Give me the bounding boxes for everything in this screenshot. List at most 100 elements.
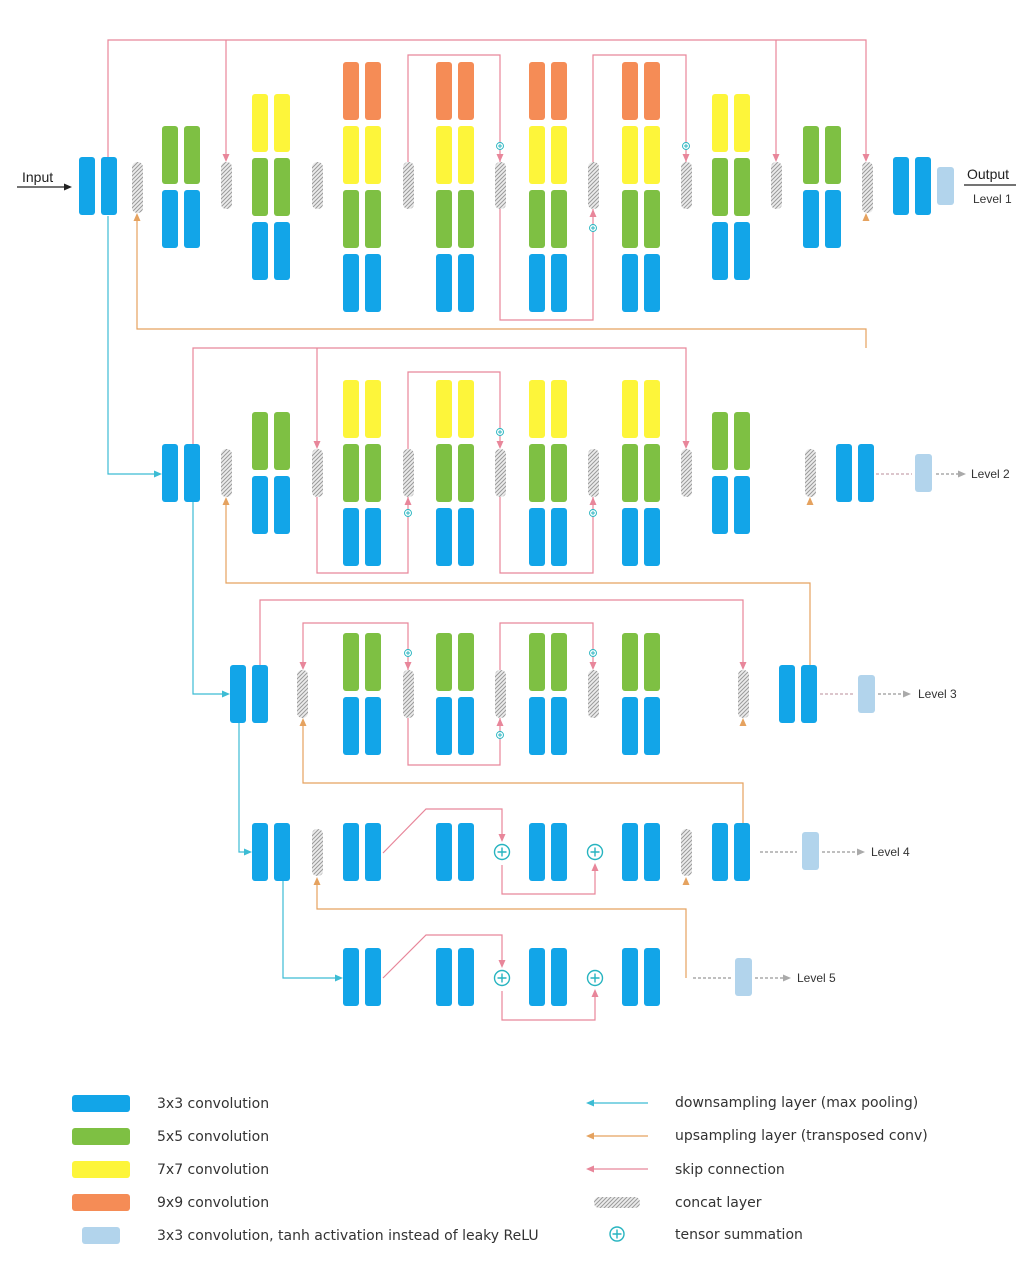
- conv7x7-pair: [252, 94, 290, 152]
- input-label: Input: [22, 169, 53, 185]
- conv-block: [436, 633, 452, 691]
- arrowhead-icon: [589, 209, 597, 217]
- conv-block: [712, 476, 728, 534]
- legend-swatch-conv5: [72, 1128, 130, 1145]
- conv5x5-pair: [622, 444, 660, 502]
- conv-block: [529, 126, 545, 184]
- conv-block: [252, 665, 268, 723]
- tensor-sum-icon: [496, 142, 504, 150]
- legend-label-tanh: 3x3 convolution, tanh activation instead…: [157, 1228, 539, 1244]
- conv-block: [458, 444, 474, 502]
- conv-block: [622, 948, 638, 1006]
- conv-block: [458, 62, 474, 120]
- conv-block: [779, 665, 795, 723]
- skip-connection-line: [407, 718, 501, 766]
- arrowhead-icon: [222, 690, 230, 698]
- arrowhead-icon: [862, 213, 870, 221]
- tanh-conv-block: [735, 958, 752, 996]
- output-label: Output: [967, 166, 1009, 182]
- tensor-sum-icon: [496, 428, 504, 436]
- conv5x5-pair: [622, 190, 660, 248]
- conv-block: [436, 254, 452, 312]
- upsampling-line: [302, 721, 744, 823]
- skip-connection-line: [259, 599, 744, 668]
- legend-arrow-up-icon: [586, 1132, 594, 1140]
- tensor-sum-icon: [404, 509, 412, 517]
- conv-block: [101, 157, 117, 215]
- conv5x5-pair: [252, 412, 290, 470]
- conv-block: [551, 508, 567, 566]
- conv3x3-pair: [712, 476, 750, 534]
- conv3x3-pair: [529, 948, 567, 1006]
- connection-lines: [17, 39, 1016, 1021]
- legend-item-sum: tensor summation: [609, 1226, 803, 1243]
- conv-block: [365, 254, 381, 312]
- legend-label-sum: tensor summation: [675, 1227, 803, 1243]
- concat-layer: [312, 449, 323, 497]
- conv-block: [458, 633, 474, 691]
- downsampling-line: [107, 216, 160, 475]
- conv5x5-pair: [162, 126, 200, 184]
- conv-block: [436, 444, 452, 502]
- conv-block: [622, 697, 638, 755]
- tensor-sum-icon: [404, 649, 412, 657]
- conv3x3-pair: [343, 508, 381, 566]
- conv-block: [836, 444, 852, 502]
- level-2-label: Level 2: [971, 467, 1010, 481]
- conv-block: [365, 190, 381, 248]
- conv-block: [644, 380, 660, 438]
- tensor-sum-icon: [589, 509, 597, 517]
- arrowhead-icon: [154, 470, 162, 478]
- conv5x5-pair: [803, 126, 841, 184]
- conv-block: [529, 823, 545, 881]
- conv-block: [274, 222, 290, 280]
- conv-block: [622, 633, 638, 691]
- conv-block: [274, 476, 290, 534]
- conv3x3-pair: [436, 823, 474, 881]
- conv3x3-pair: [436, 254, 474, 312]
- conv3x3-pair: [529, 508, 567, 566]
- conv3x3-pair: [836, 444, 874, 502]
- conv-block: [365, 633, 381, 691]
- conv-block: [436, 380, 452, 438]
- conv-block: [252, 823, 268, 881]
- legend-item-down: downsampling layer (max pooling): [586, 1095, 918, 1111]
- conv3x3-pair: [343, 823, 381, 881]
- conv3x3-pair: [529, 254, 567, 312]
- arrowheads-and-summations: [64, 142, 966, 997]
- conv-block: [458, 508, 474, 566]
- conv7x7-pair: [529, 380, 567, 438]
- conv-block: [551, 126, 567, 184]
- conv-block: [801, 665, 817, 723]
- arrowhead-icon: [496, 441, 504, 449]
- conv3x3-pair: [529, 823, 567, 881]
- conv-block: [622, 444, 638, 502]
- conv-block: [365, 948, 381, 1006]
- arrowhead-icon: [862, 154, 870, 162]
- conv-block: [551, 62, 567, 120]
- arrowhead-icon: [591, 863, 599, 871]
- conv-block: [252, 94, 268, 152]
- conv-block: [274, 158, 290, 216]
- conv-block: [551, 254, 567, 312]
- conv-block: [644, 697, 660, 755]
- legend-label-up: upsampling layer (transposed conv): [675, 1128, 928, 1144]
- conv7x7-pair: [712, 94, 750, 152]
- conv-block: [734, 476, 750, 534]
- concat-layer: [312, 829, 323, 876]
- arrowhead-icon: [133, 213, 141, 221]
- conv3x3-pair: [803, 190, 841, 248]
- conv3x3-pair: [343, 948, 381, 1006]
- concat-layer: [403, 670, 414, 718]
- arrowhead-icon: [313, 441, 321, 449]
- concat-layer: [221, 162, 232, 209]
- conv3x3-pair: [252, 222, 290, 280]
- conv-block: [529, 380, 545, 438]
- concat-layer: [495, 670, 506, 718]
- concat-layer: [221, 449, 232, 497]
- level-4-label: Level 4: [871, 845, 910, 859]
- conv9x9-pair: [622, 62, 660, 120]
- conv-block: [622, 823, 638, 881]
- conv3x3-pair: [436, 508, 474, 566]
